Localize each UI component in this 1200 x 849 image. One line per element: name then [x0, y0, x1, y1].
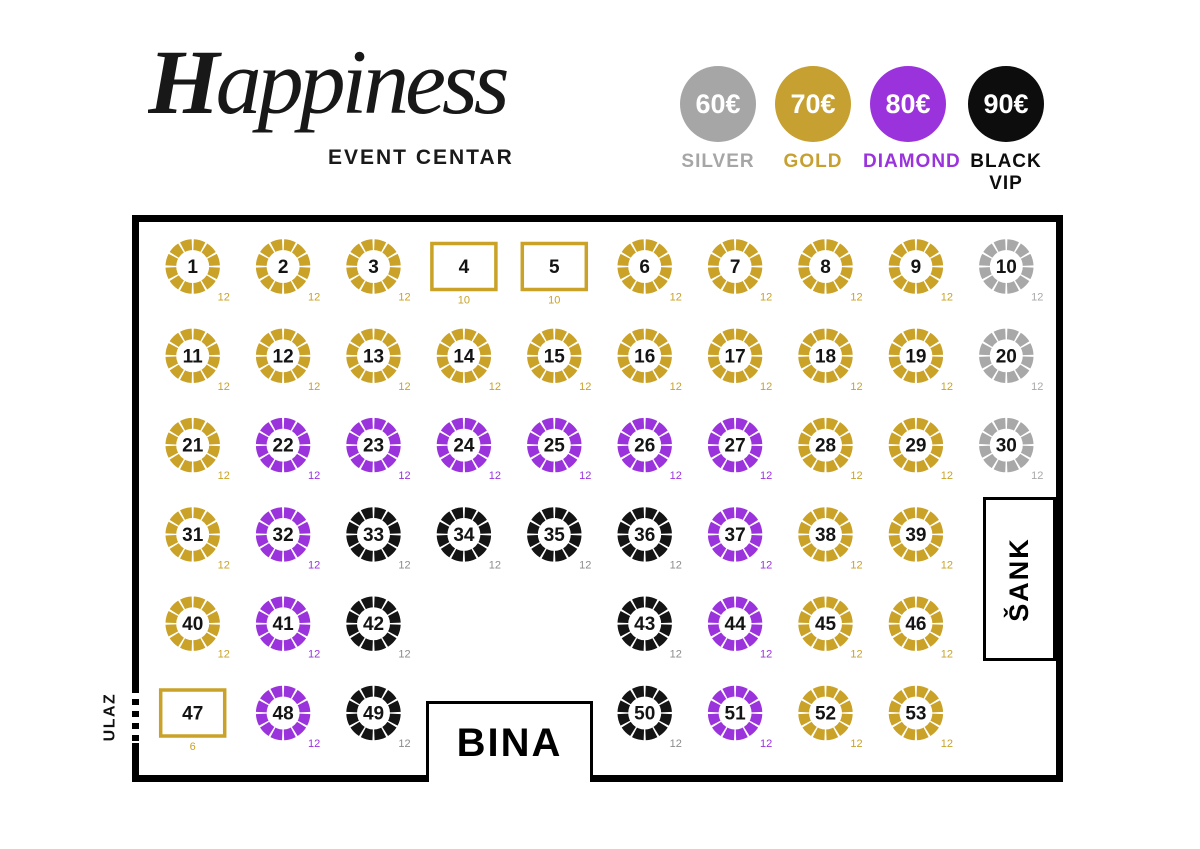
svg-text:Happiness: Happiness [148, 31, 508, 133]
